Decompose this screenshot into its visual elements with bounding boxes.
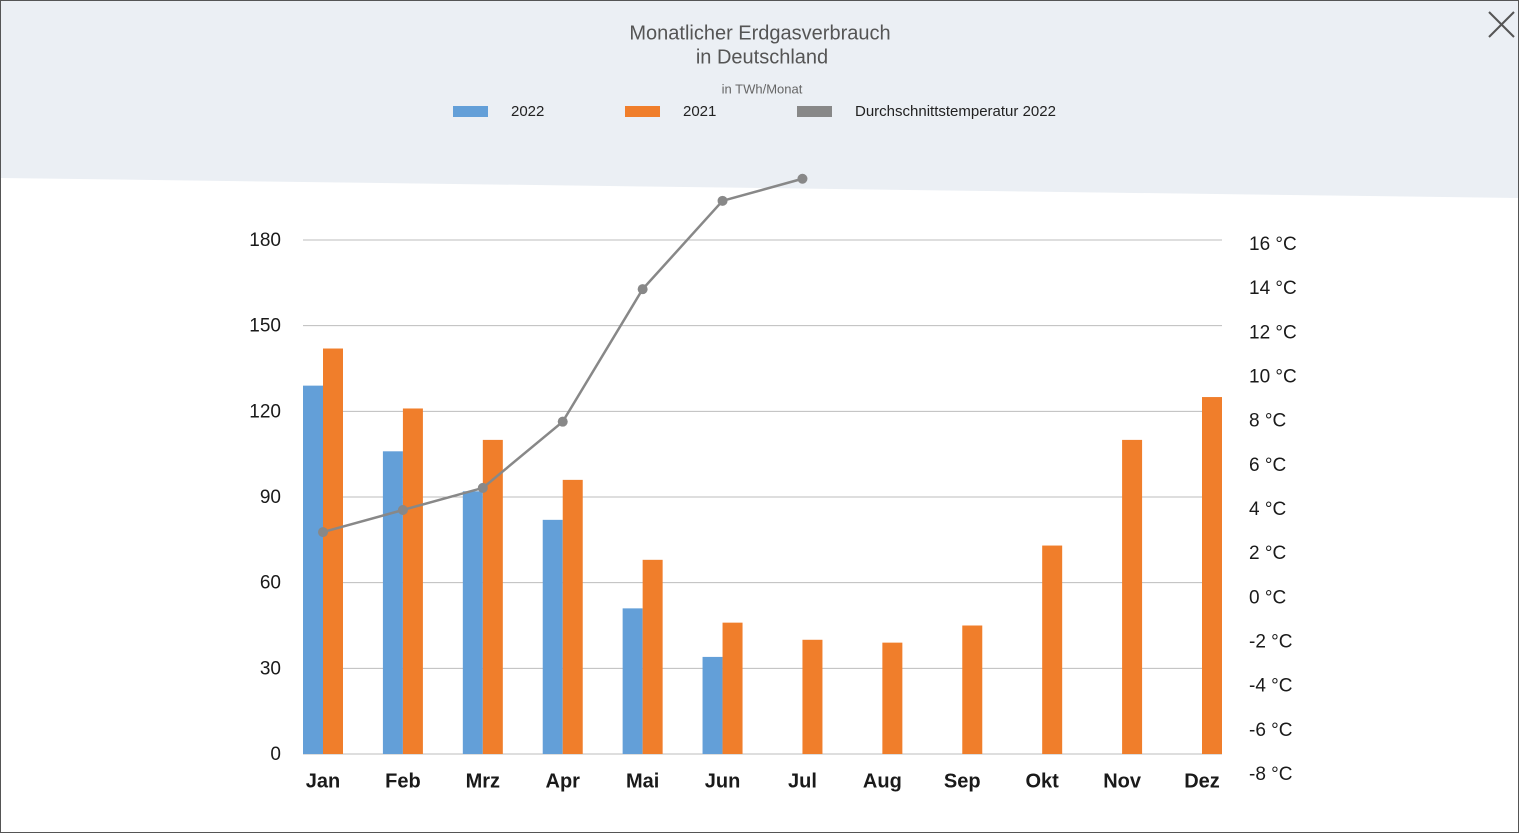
x-tick-label: Jun (705, 770, 741, 792)
x-tick-label: Nov (1103, 770, 1142, 792)
header-band (1, 1, 1518, 198)
close-button[interactable] (1488, 11, 1515, 38)
bar (642, 559, 663, 754)
legend-swatch (625, 106, 660, 117)
x-tick-label: Okt (1026, 770, 1060, 792)
chart-title: in Deutschland (696, 46, 828, 68)
bar (562, 479, 583, 754)
bar (482, 439, 503, 754)
bar (622, 608, 643, 754)
y-tick-label: 150 (249, 316, 281, 337)
y2-tick-label: 12 °C (1249, 322, 1297, 343)
bar (1202, 397, 1222, 754)
x-tick-label: Mai (626, 770, 659, 792)
temperature-point (477, 482, 488, 493)
y2-tick-label: 14 °C (1249, 278, 1297, 299)
temperature-point (397, 505, 408, 515)
temperature-point (318, 527, 328, 538)
bar (382, 451, 403, 754)
x-tick-label: Dez (1184, 770, 1220, 792)
bar (882, 642, 903, 754)
y-tick-label: 0 (270, 744, 281, 765)
bar (962, 625, 983, 754)
chart-subtitle: in TWh/Monat (722, 81, 803, 96)
bar (1122, 439, 1143, 754)
y2-tick-label: 4 °C (1249, 499, 1286, 520)
bar (702, 656, 723, 754)
x-tick-label: Apr (546, 770, 581, 792)
y-tick-label: 60 (260, 573, 281, 594)
temperature-point (557, 416, 568, 427)
bar (722, 622, 743, 754)
x-tick-label: Aug (863, 770, 902, 792)
close-stroke[interactable] (1488, 11, 1515, 38)
x-tick-label: Mrz (466, 770, 500, 792)
y-tick-label: 180 (249, 230, 281, 251)
x-tick-label: Jan (306, 770, 340, 792)
y2-tick-label: -6 °C (1249, 720, 1293, 741)
legend-swatch (797, 106, 832, 117)
bar (462, 491, 483, 754)
y2-tick-label: 16 °C (1249, 234, 1297, 255)
bar (303, 385, 323, 754)
bar (802, 639, 823, 754)
legend-label: Durchschnittstemperatur 2022 (855, 103, 1056, 120)
bar (542, 519, 563, 754)
legend-label: 2021 (683, 103, 716, 120)
temperature-point (797, 173, 808, 184)
y2-tick-label: -2 °C (1249, 632, 1293, 653)
y2-tick-label: -4 °C (1249, 676, 1293, 697)
temperature-point (637, 284, 648, 295)
y-tick-label: 30 (260, 658, 281, 679)
chart-title: Monatlicher Erdgasverbrauch (629, 22, 890, 44)
y2-tick-label: -8 °C (1249, 764, 1293, 785)
bar (1042, 545, 1063, 754)
y2-tick-label: 0 °C (1249, 587, 1286, 608)
y2-tick-label: 6 °C (1249, 455, 1286, 476)
temperature-point (717, 195, 728, 206)
y-tick-label: 120 (249, 401, 281, 422)
y2-tick-label: 10 °C (1249, 367, 1297, 388)
bar (323, 348, 343, 754)
y2-tick-label: 8 °C (1249, 411, 1286, 432)
x-tick-label: Feb (385, 770, 421, 792)
x-tick-label: Jul (788, 770, 817, 792)
bar (402, 408, 423, 754)
legend-label: 2022 (511, 103, 544, 120)
x-tick-label: Sep (944, 770, 981, 792)
legend-swatch (453, 106, 488, 117)
y-tick-label: 90 (260, 487, 281, 508)
y2-tick-label: 2 °C (1249, 543, 1286, 564)
